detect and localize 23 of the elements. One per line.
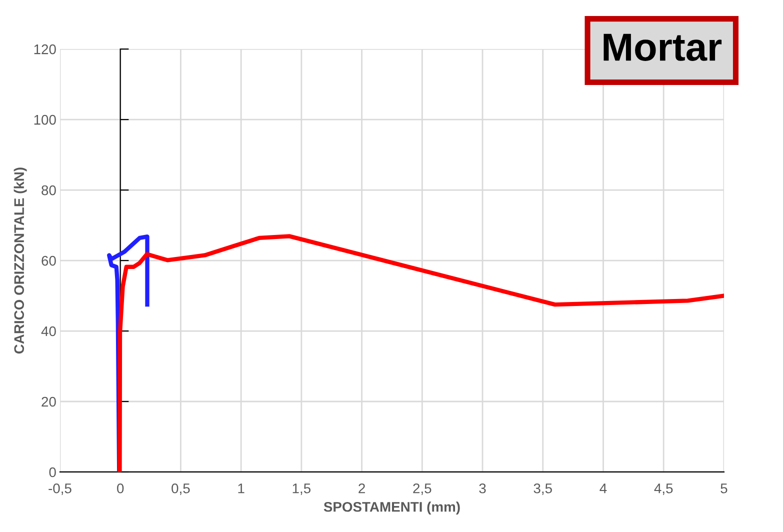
x-tick-label: 1,5 (292, 484, 310, 495)
x-tick-label: 2,5 (413, 483, 432, 495)
x-tick-label: 0 (117, 483, 124, 494)
y-tick-label: 20 (42, 396, 56, 407)
y-tick-label: 120 (34, 44, 56, 54)
y-tick-label: 0 (49, 467, 56, 478)
line-series (118, 234, 724, 472)
x-tick-label: 4 (600, 484, 607, 494)
y-axis-title: CARICO ORIZZONTALE (kN) (14, 168, 27, 354)
x-tick-label: 5 (720, 484, 728, 494)
x-tick-label: -0,5 (48, 483, 72, 495)
y-tick-label: 100 (34, 114, 56, 125)
y-tick-label: 60 (42, 256, 56, 266)
chart-title: Mortar (604, 34, 722, 61)
x-tick-label: 0,5 (172, 483, 190, 495)
x-tick-label: 3,5 (534, 483, 552, 495)
x-axis-title: SPOSTAMENTI (mm) (324, 502, 460, 515)
y-tick-label: 40 (41, 326, 56, 336)
y-tick-label: 80 (42, 185, 56, 196)
x-tick-label: 3 (479, 483, 486, 494)
x-tick-label: 1 (238, 484, 244, 494)
x-tick-label: 2 (358, 483, 365, 494)
x-tick-label: 4,5 (654, 484, 673, 495)
